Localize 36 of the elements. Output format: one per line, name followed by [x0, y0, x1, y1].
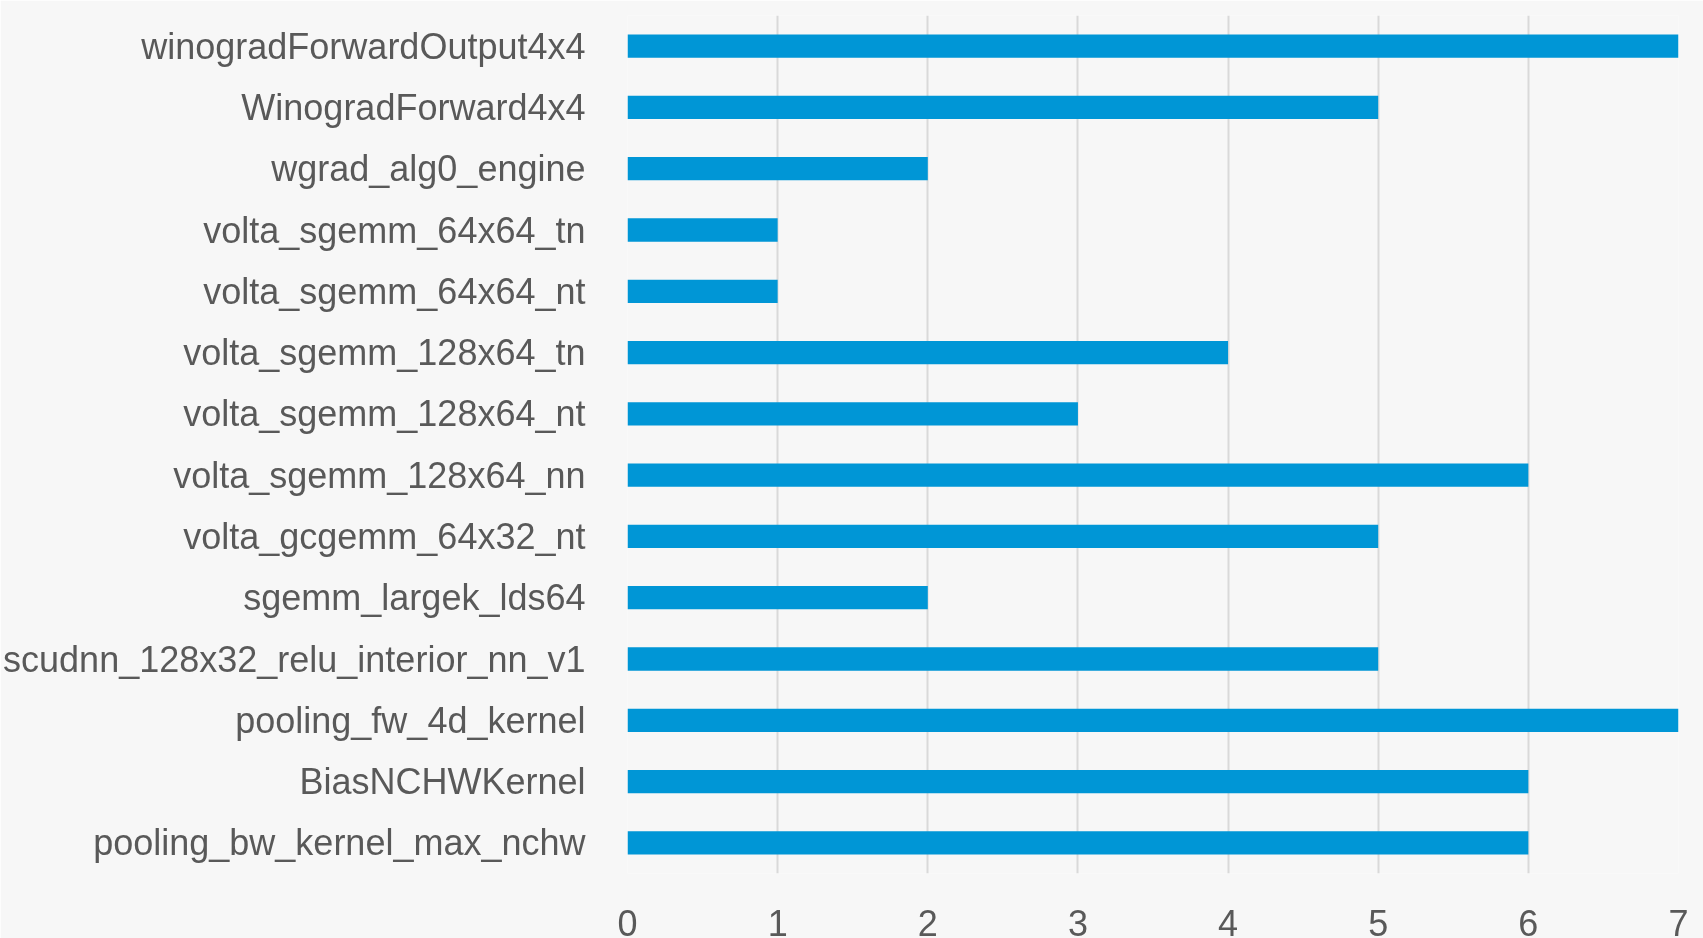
y-tick-label: scudnn_128x32_relu_interior_nn_v1 — [3, 638, 586, 680]
y-tick-label: wgrad_alg0_engine — [270, 148, 586, 190]
bar — [627, 95, 1379, 120]
bar — [627, 463, 1529, 487]
y-tick-label: volta_gcgemm_64x32_nt — [183, 515, 586, 557]
bar — [627, 586, 928, 610]
bar — [627, 708, 1679, 732]
y-tick-label: WinogradForward4x4 — [241, 86, 586, 128]
y-tick-label: volta_sgemm_64x64_tn — [203, 209, 586, 251]
bar — [627, 647, 1379, 671]
x-tick-label: 4 — [1218, 902, 1239, 938]
x-tick-label: 5 — [1368, 902, 1389, 938]
bar — [627, 831, 1529, 855]
bar — [627, 279, 778, 303]
x-tick-label: 3 — [1067, 902, 1088, 938]
x-tick-label: 2 — [917, 902, 938, 938]
x-tick-label: 7 — [1668, 902, 1689, 938]
y-tick-label: volta_sgemm_128x64_tn — [183, 332, 586, 374]
x-tick-label: 6 — [1518, 902, 1539, 938]
y-tick-label: pooling_fw_4d_kernel — [235, 699, 586, 741]
bar — [627, 157, 928, 181]
y-tick-label: pooling_bw_kernel_max_nchw — [93, 822, 587, 864]
y-tick-label: volta_sgemm_64x64_nt — [203, 270, 586, 312]
y-tick-label: winogradForwardOutput4x4 — [140, 25, 586, 67]
bar — [627, 524, 1379, 549]
x-tick-label: 0 — [617, 902, 638, 938]
bar — [627, 218, 778, 242]
bar — [627, 402, 1078, 426]
x-tick-label: 1 — [767, 902, 788, 938]
y-tick-label: BiasNCHWKernel — [299, 761, 586, 803]
y-tick-label: volta_sgemm_128x64_nn — [173, 454, 586, 496]
bar — [627, 769, 1529, 794]
y-tick-label: volta_sgemm_128x64_nt — [183, 393, 586, 435]
bar — [627, 340, 1229, 365]
bar — [627, 34, 1679, 58]
y-tick-label: sgemm_largek_lds64 — [243, 577, 586, 619]
